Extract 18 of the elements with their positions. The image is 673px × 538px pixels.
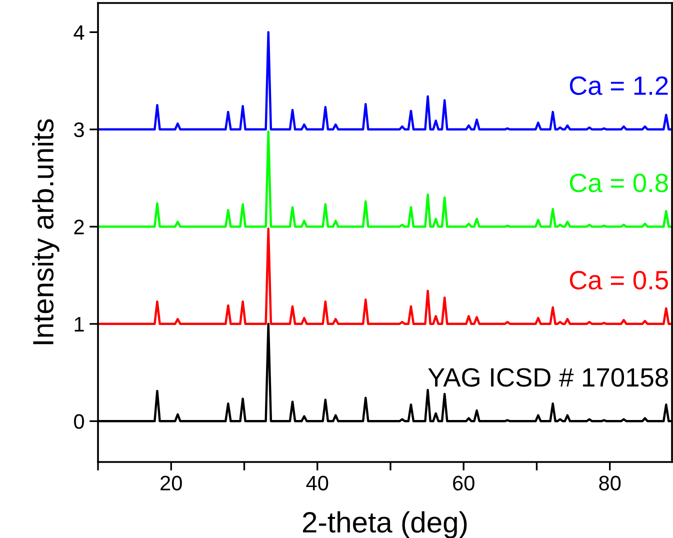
line-series [98, 228, 672, 326]
line-series [98, 31, 672, 131]
y-tick-label: 0 [74, 414, 84, 429]
y-tick-label: 2 [74, 220, 84, 234]
series-label: YAG ICSD # 170158 [428, 368, 668, 387]
x-axis-title: 2-theta (deg) [302, 511, 467, 538]
y-tick-label: 1 [74, 317, 84, 332]
x-tick-label: 20 [160, 476, 182, 490]
series-label: Ca = 1.2 [570, 76, 668, 96]
x-tick-label: 60 [453, 476, 474, 490]
line-series [98, 130, 672, 228]
y-axis-title: Intensity arb.units [32, 119, 60, 344]
y-tick-label: 4 [74, 25, 84, 40]
y-tick-label: 3 [74, 122, 84, 138]
x-tick-label: 80 [599, 476, 621, 490]
x-tick-label: 40 [306, 476, 328, 490]
series-label: Ca = 0.5 [570, 270, 668, 290]
series-label: Ca = 0.8 [570, 174, 668, 192]
